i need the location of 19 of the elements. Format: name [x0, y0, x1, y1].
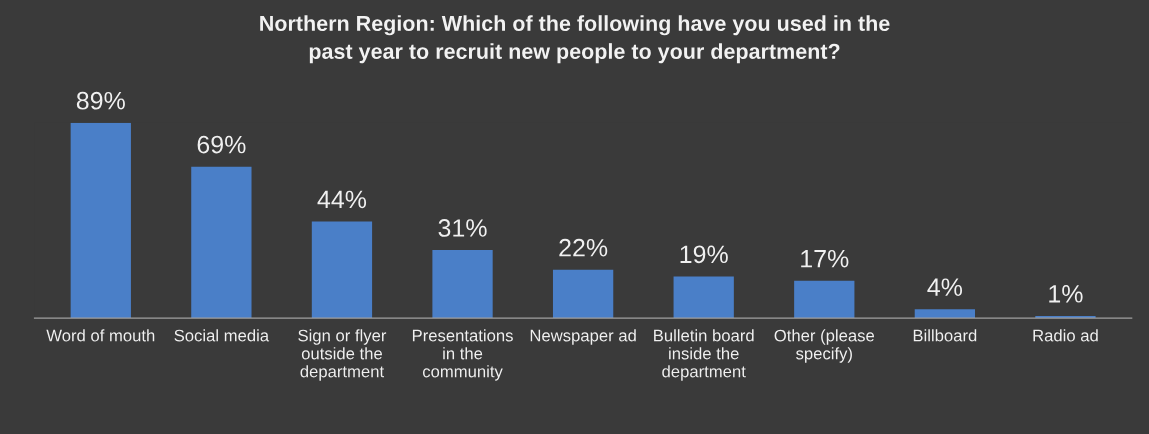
x-tick-label: Presentations in the community [412, 329, 513, 381]
x-tick-label: Billboard [913, 329, 977, 342]
data-label: 22% [559, 238, 608, 257]
data-label: 4% [927, 278, 963, 296]
data-label: 89% [76, 91, 125, 110]
x-tick-label: Radio ad [1033, 329, 1098, 342]
data-label: 17% [801, 249, 849, 268]
data-label: 31% [438, 219, 487, 237]
x-tick-label: Word of mouth [46, 329, 155, 342]
x-tick-label: Sign or flyer outside the department [298, 329, 387, 381]
data-label: 69% [197, 135, 246, 154]
data-label: 44% [317, 190, 367, 209]
x-tick-label: Social media [174, 329, 270, 342]
x-tick-label: Newspaper ad [530, 329, 636, 345]
x-tick-label: Bulletin board inside the department [654, 329, 754, 381]
data-label: 19% [680, 245, 728, 264]
data-label: 1% [1049, 285, 1083, 303]
chart-title: Northern Region: Which of the following have you used in the past year to recruit new people to your department? [260, 15, 890, 64]
x-tick-label: Other (please specify) [774, 329, 875, 363]
